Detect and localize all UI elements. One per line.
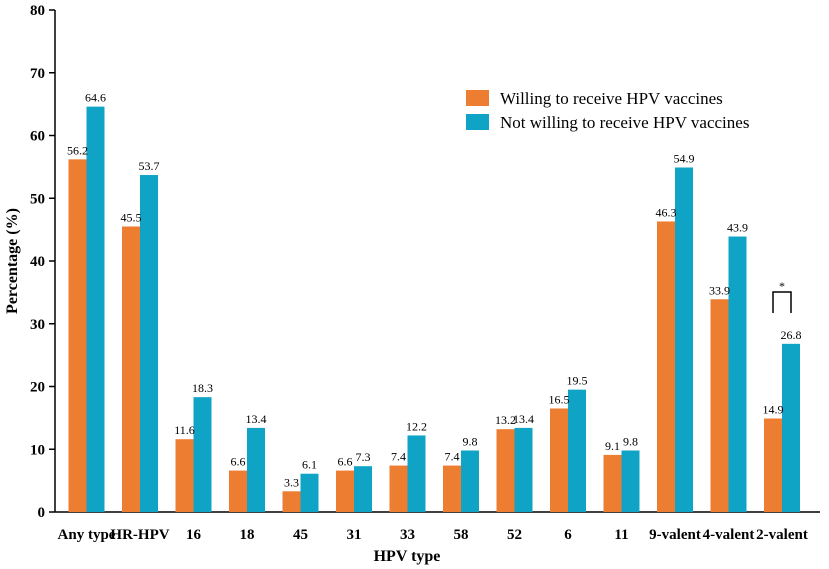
bar-value-label: 14.9 — [763, 403, 784, 417]
y-tick-label: 80 — [30, 3, 45, 19]
bar-value-label: 13.4 — [246, 412, 267, 426]
y-tick-label: 50 — [30, 191, 45, 207]
bar-value-label: 11.6 — [174, 423, 195, 437]
bar-willing-9 — [550, 408, 568, 512]
bar-value-label: 6.6 — [231, 455, 246, 469]
bar-willing-8 — [496, 429, 515, 512]
bar-value-label: 46.3 — [656, 205, 677, 219]
bar-willing-1 — [122, 226, 140, 513]
axes — [54, 10, 820, 513]
significance-bracket — [772, 291, 792, 313]
bar-value-label: 12.2 — [406, 419, 427, 433]
bar-value-label: 7.3 — [356, 450, 371, 464]
bar-value-label: 16.5 — [549, 392, 570, 406]
y-ticks: 0 10 20 30 40 50 60 70 80 — [30, 3, 55, 521]
x-tick-label: HR-HPV — [110, 527, 169, 543]
bars — [68, 106, 800, 513]
x-tick-label: 52 — [507, 527, 522, 543]
bar-value-label: 9.8 — [623, 435, 638, 449]
bar-value-label: 56.2 — [67, 143, 88, 157]
bar-not-willing-10 — [621, 450, 640, 512]
bar-not-willing-1 — [140, 175, 158, 512]
x-tick-label: 16 — [186, 527, 202, 543]
y-axis-title: Percentage (%) — [4, 208, 21, 314]
bar-value-label: 26.8 — [781, 328, 802, 342]
bar-not-willing-6 — [407, 435, 426, 512]
bar-not-willing-4 — [300, 473, 319, 512]
x-tick-label: 4-valent — [703, 527, 755, 543]
annotations: * — [772, 279, 792, 313]
bar-willing-7 — [443, 465, 461, 512]
bar-value-label: 7.4 — [445, 450, 460, 464]
y-tick-label: 60 — [30, 129, 45, 145]
y-tick-label: 70 — [30, 66, 45, 82]
x-tick-label: 45 — [293, 527, 308, 543]
bar-not-willing-8 — [514, 427, 533, 512]
legend: Willing to receive HPV vaccines Not will… — [466, 89, 749, 132]
x-tick-label: 33 — [400, 527, 415, 543]
bar-willing-4 — [282, 491, 301, 512]
legend-swatch-willing — [466, 90, 489, 106]
bar-value-label: 9.8 — [463, 435, 478, 449]
bar-willing-13 — [764, 418, 782, 512]
significance-star: * — [779, 279, 785, 293]
bar-willing-6 — [389, 465, 408, 512]
bar-labels: 56.2 64.6 45.5 53.7 11.6 18.3 6.6 13.4 3.36.1 6.6… — [67, 91, 802, 490]
x-tick-label: 58 — [454, 527, 469, 543]
legend-label-willing: Willing to receive HPV vaccines — [500, 89, 723, 108]
bar-value-label: 53.7 — [139, 159, 160, 173]
bar-value-label: 64.6 — [85, 91, 106, 105]
bar-value-label: 6.6 — [338, 455, 353, 469]
x-tick-label: 9-valent — [649, 527, 701, 543]
bar-willing-11 — [657, 221, 675, 512]
bar-value-label: 9.1 — [605, 439, 620, 453]
bar-willing-0 — [68, 159, 87, 512]
bar-value-label: 19.5 — [567, 374, 588, 388]
x-tick-label: 18 — [240, 527, 255, 543]
bar-not-willing-11 — [675, 167, 693, 512]
bar-value-label: 3.3 — [284, 475, 299, 489]
x-tick-label: Any type — [58, 527, 116, 543]
legend-label-not-willing: Not willing to receive HPV vaccines — [500, 113, 749, 132]
bar-value-label: 13.2 — [495, 413, 516, 427]
bar-willing-5 — [336, 470, 354, 512]
y-tick-label: 30 — [30, 317, 45, 333]
bar-willing-2 — [175, 439, 194, 512]
bar-value-label: 45.5 — [121, 210, 142, 224]
bar-not-willing-7 — [461, 450, 479, 512]
bar-not-willing-9 — [568, 389, 586, 512]
x-tick-label: 31 — [347, 527, 362, 543]
bar-value-label: 43.9 — [727, 221, 748, 235]
y-tick-label: 20 — [30, 380, 45, 396]
x-tick-label: 6 — [564, 527, 572, 543]
x-tick-label: 11 — [614, 527, 628, 543]
bar-value-label: 54.9 — [674, 152, 695, 166]
x-tick-label: 2-valent — [756, 527, 808, 543]
y-tick-label: 10 — [30, 442, 45, 458]
x-axis-title: HPV type — [374, 548, 441, 565]
bar-not-willing-12 — [728, 236, 747, 512]
bar-not-willing-0 — [86, 106, 105, 512]
bar-not-willing-5 — [354, 466, 372, 512]
bar-value-label: 13.4 — [513, 412, 534, 426]
bar-value-label: 33.9 — [709, 283, 730, 297]
bar-willing-12 — [710, 299, 729, 512]
bar-willing-3 — [229, 470, 247, 512]
bar-not-willing-2 — [193, 397, 212, 512]
bar-value-label: 7.4 — [391, 450, 406, 464]
bar-value-label: 18.3 — [192, 381, 213, 395]
bar-not-willing-13 — [782, 343, 800, 512]
legend-swatch-not-willing — [466, 114, 489, 130]
bar-willing-10 — [603, 454, 622, 512]
bar-not-willing-3 — [247, 427, 265, 512]
y-tick-label: 40 — [30, 254, 45, 270]
y-tick-label: 0 — [38, 505, 46, 521]
bar-value-label: 6.1 — [302, 458, 317, 472]
